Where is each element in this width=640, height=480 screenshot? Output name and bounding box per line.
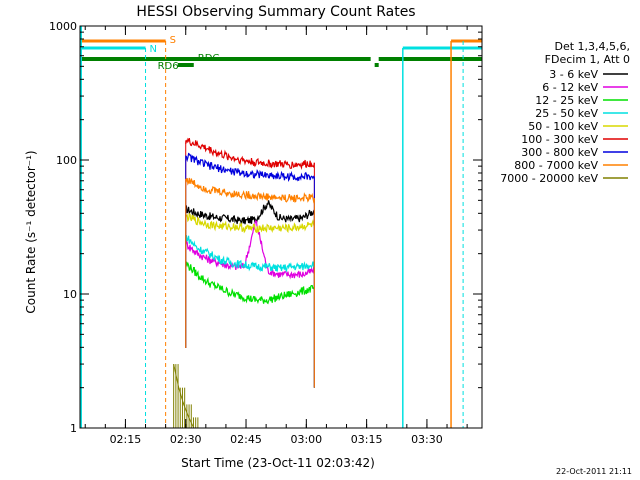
series-line-2 [185, 261, 315, 305]
legend-entry-label: 7000 - 20000 keV [500, 172, 598, 185]
legend-entry-label: 6 - 12 keV [542, 81, 598, 94]
x-tick-label: 02:15 [110, 433, 142, 446]
y-axis: 1 10 100 1000 [49, 20, 482, 435]
legend-entry-label: 100 - 300 keV [521, 133, 598, 146]
x-axis-label: Start Time (23-Oct-11 02:03:42) [181, 456, 375, 470]
legend-entry-label: 12 - 25 keV [535, 94, 598, 107]
series-line-1 [185, 219, 315, 280]
legend-entry-label: 25 - 50 keV [535, 107, 598, 120]
footer-timestamp: 22-Oct-2011 21:11 [556, 467, 632, 476]
series-line-5 [185, 137, 315, 170]
y-tick-label: 1 [70, 422, 77, 435]
series-line-4 [185, 212, 315, 234]
series-line-7 [185, 177, 315, 204]
series-line-6 [185, 152, 315, 183]
legend-entry-label: 3 - 6 keV [549, 68, 598, 81]
legend-entry-label: 50 - 100 keV [528, 120, 598, 133]
legend-header-line-1: Det 1,3,4,5,6, [554, 40, 630, 53]
x-tick-label: 02:45 [230, 433, 262, 446]
annotation-rd6-label: RD6 [158, 61, 179, 72]
y-tick-label: 1000 [49, 20, 77, 33]
series-layer [173, 137, 315, 429]
x-tick-label: 02:30 [170, 433, 202, 446]
series-line-8 [173, 364, 195, 429]
series-line-0 [185, 200, 315, 225]
x-tick-label: 03:00 [290, 433, 322, 446]
annotation-s-label: S [170, 35, 176, 46]
annotation-n-label: N [150, 44, 157, 55]
x-axis: 02:15 02:30 02:45 03:00 03:15 03:30 [84, 26, 468, 446]
annotation-rdc-label: RDC [198, 53, 220, 64]
y-tick-label: 100 [56, 154, 77, 167]
legend: Det 1,3,4,5,6, FDecim 1, Att 0 3 - 6 keV… [500, 40, 630, 185]
x-tick-label: 03:30 [411, 433, 443, 446]
plot-frame [79, 25, 483, 429]
legend-entry-label: 800 - 7000 keV [514, 159, 598, 172]
y-tick-label: 10 [63, 288, 77, 301]
x-tick-label: 03:15 [351, 433, 383, 446]
legend-entry-label: 300 - 800 keV [521, 146, 598, 159]
y-axis-label: Count Rate (s⁻¹ detector⁻¹) [24, 150, 38, 313]
chart-title: HESSI Observing Summary Count Rates [136, 4, 415, 20]
series-line-3 [185, 234, 315, 273]
legend-header-line-2: FDecim 1, Att 0 [545, 53, 630, 66]
